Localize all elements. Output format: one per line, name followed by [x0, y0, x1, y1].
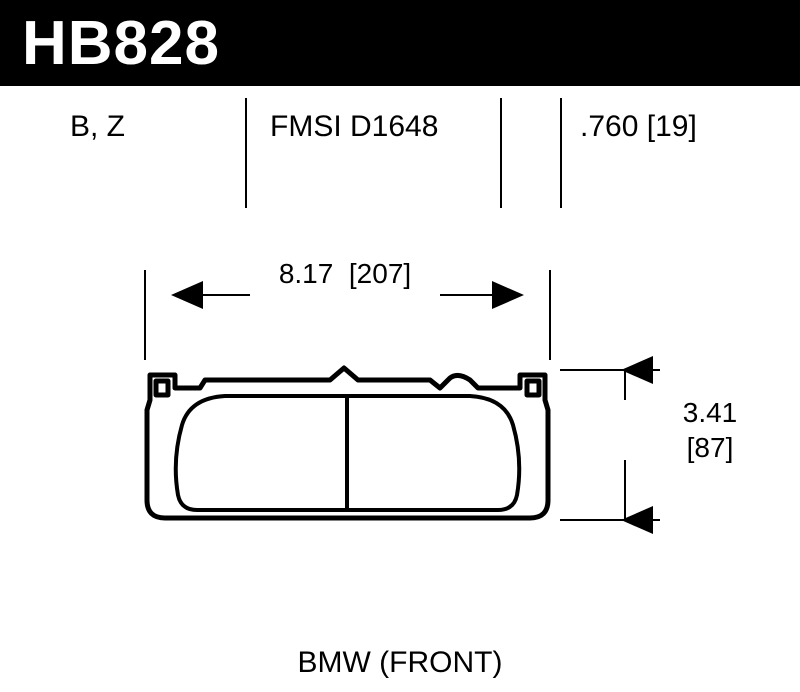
diagram-area: 8.17 [207] 3.41[87] — [0, 200, 800, 640]
divider-3 — [560, 98, 562, 208]
part-number-title: HB828 — [22, 8, 220, 79]
divider-1 — [245, 98, 247, 208]
brake-pad-outline — [147, 368, 548, 518]
height-dimension-text: 3.41[87] — [665, 395, 755, 465]
compounds-label: B, Z — [70, 110, 125, 144]
header-bar: HB828 — [0, 0, 800, 86]
divider-2 — [500, 98, 502, 208]
thickness-label: .760 [19] — [580, 110, 697, 144]
height-dimension — [560, 370, 660, 520]
width-dimension-text: 8.17 [207] — [255, 258, 435, 290]
info-row: B, Z FMSI D1648 .760 [19] — [0, 96, 800, 176]
application-label: BMW (FRONT) — [0, 646, 800, 680]
fmsi-label: FMSI D1648 — [270, 110, 438, 144]
